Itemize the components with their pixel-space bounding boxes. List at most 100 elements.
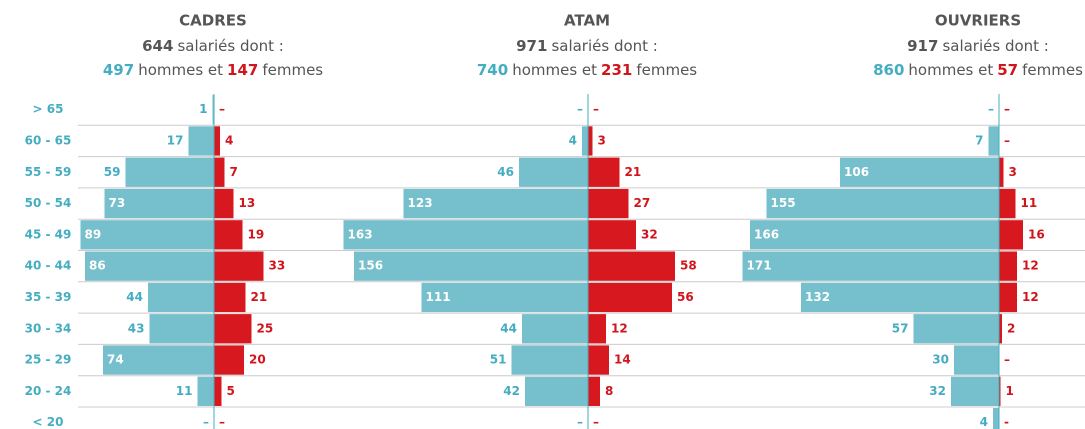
bar-women bbox=[214, 345, 244, 375]
value-label: 1 bbox=[199, 102, 207, 116]
bar-women bbox=[999, 376, 1001, 406]
panel-breakdown: 860 hommes et 57 femmes bbox=[873, 61, 1083, 79]
women-text: femmes bbox=[636, 61, 697, 79]
men-text: hommes et bbox=[908, 61, 993, 79]
bar-women bbox=[588, 376, 600, 406]
bar-men bbox=[343, 220, 588, 250]
value-label: 1 bbox=[1006, 384, 1014, 398]
bar-women bbox=[588, 345, 609, 375]
bar-women bbox=[588, 157, 620, 187]
value-label: - bbox=[1004, 415, 1009, 429]
value-label: 106 bbox=[844, 165, 869, 179]
bar-women bbox=[999, 251, 1017, 281]
men-count: 860 bbox=[873, 61, 904, 79]
value-label: – bbox=[1004, 133, 1010, 147]
value-label: 30 bbox=[932, 353, 949, 367]
value-label: 13 bbox=[239, 196, 256, 210]
bar-women bbox=[999, 157, 1004, 187]
bar-men bbox=[103, 345, 214, 375]
value-label: 156 bbox=[358, 259, 383, 273]
bar-men bbox=[149, 314, 214, 344]
value-label: 44 bbox=[126, 290, 143, 304]
bar-women bbox=[999, 220, 1023, 250]
bar-men bbox=[148, 282, 214, 313]
bar-men bbox=[212, 95, 214, 125]
value-label: 16 bbox=[1028, 227, 1045, 241]
value-label: 44 bbox=[500, 321, 517, 335]
bar-women bbox=[214, 157, 225, 187]
value-label: 73 bbox=[109, 196, 126, 210]
men-count: 740 bbox=[477, 61, 508, 79]
value-label: 89 bbox=[85, 227, 102, 241]
age-label: 55 - 59 bbox=[25, 165, 72, 179]
value-label: 7 bbox=[975, 133, 983, 147]
bar-men bbox=[125, 157, 214, 187]
value-label: 11 bbox=[176, 384, 193, 398]
women-count: 147 bbox=[227, 61, 258, 79]
value-label: 111 bbox=[426, 290, 451, 304]
value-label: 19 bbox=[248, 227, 265, 241]
value-label: 4 bbox=[569, 133, 577, 147]
value-label: 27 bbox=[634, 196, 651, 210]
value-label: 171 bbox=[747, 259, 772, 273]
men-text: hommes et bbox=[512, 61, 597, 79]
bar-men bbox=[80, 220, 214, 250]
value-label: – bbox=[1004, 102, 1010, 116]
age-label: > 65 bbox=[33, 102, 64, 116]
value-label: 163 bbox=[348, 227, 373, 241]
value-label: 17 bbox=[167, 133, 184, 147]
value-label: 58 bbox=[680, 259, 697, 273]
bar-men bbox=[85, 251, 214, 281]
value-label: 43 bbox=[128, 321, 145, 335]
bar-women bbox=[214, 220, 243, 250]
value-label: 59 bbox=[104, 165, 121, 179]
value-label: 155 bbox=[771, 196, 796, 210]
panel-title: OUVRIERS bbox=[935, 12, 1021, 30]
value-label: 20 bbox=[249, 353, 266, 367]
bar-women bbox=[588, 126, 593, 156]
value-label: 5 bbox=[227, 384, 235, 398]
bar-women bbox=[999, 188, 1016, 219]
bar-women bbox=[214, 126, 220, 156]
value-label: 14 bbox=[614, 353, 631, 367]
total-text: salariés dont : bbox=[551, 37, 657, 55]
total-count: 971 bbox=[516, 37, 547, 55]
value-label: 3 bbox=[598, 133, 606, 147]
panel-total: 971 salariés dont : bbox=[516, 37, 658, 55]
value-label: 42 bbox=[503, 384, 520, 398]
value-label: 74 bbox=[107, 353, 124, 367]
men-text: hommes et bbox=[138, 61, 223, 79]
value-label: 32 bbox=[641, 227, 658, 241]
women-count: 57 bbox=[997, 61, 1018, 79]
age-label: 40 - 44 bbox=[25, 259, 72, 273]
total-text: salariés dont : bbox=[942, 37, 1048, 55]
bar-women bbox=[999, 282, 1017, 313]
bar-women bbox=[214, 376, 222, 406]
panel-breakdown: 497 hommes et 147 femmes bbox=[103, 61, 323, 79]
bar-women bbox=[999, 314, 1002, 344]
bar-women bbox=[214, 251, 264, 281]
bar-men bbox=[801, 282, 999, 313]
bar-men bbox=[988, 126, 999, 156]
bar-men bbox=[104, 188, 214, 219]
value-label: 12 bbox=[611, 321, 628, 335]
bar-women bbox=[214, 314, 252, 344]
value-label: 57 bbox=[892, 321, 909, 335]
bar-men bbox=[993, 408, 999, 429]
bar-men bbox=[742, 251, 999, 281]
age-label: 20 - 24 bbox=[25, 384, 72, 398]
bar-men bbox=[188, 126, 214, 156]
value-label: – bbox=[593, 102, 599, 116]
value-label: 21 bbox=[625, 165, 642, 179]
bar-women bbox=[588, 251, 675, 281]
age-label: 50 - 54 bbox=[25, 196, 72, 210]
bar-men bbox=[519, 157, 588, 187]
value-label: 8 bbox=[605, 384, 613, 398]
value-label: 51 bbox=[490, 353, 507, 367]
bar-women bbox=[588, 314, 606, 344]
bar-women bbox=[588, 282, 672, 313]
bar-women bbox=[588, 220, 636, 250]
value-label: 46 bbox=[497, 165, 514, 179]
women-count: 231 bbox=[601, 61, 632, 79]
